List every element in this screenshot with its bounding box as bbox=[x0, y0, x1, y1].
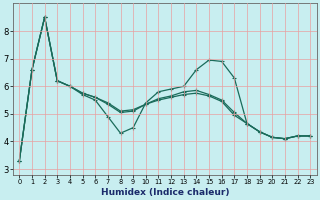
X-axis label: Humidex (Indice chaleur): Humidex (Indice chaleur) bbox=[100, 188, 229, 197]
